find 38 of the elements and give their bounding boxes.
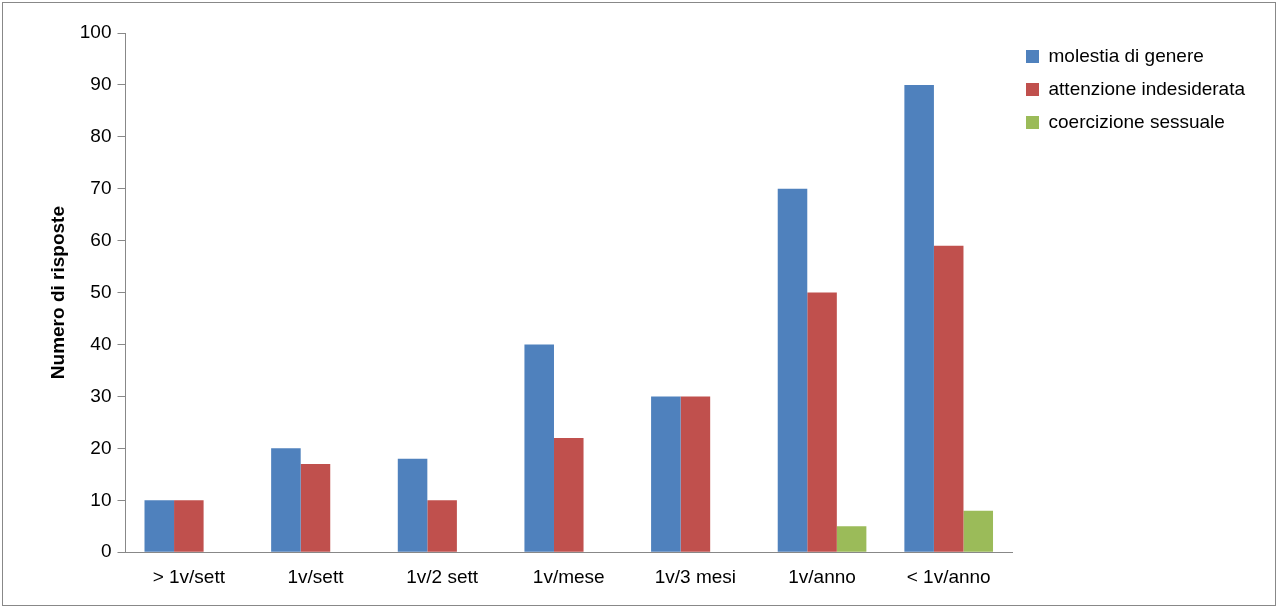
- y-tick-label: 80: [90, 125, 112, 147]
- legend-label: molestia di genere: [1048, 44, 1204, 66]
- bar: [553, 437, 584, 552]
- x-tick-label: < 1v/anno: [906, 565, 991, 587]
- legend-label: coercizione sessuale: [1048, 110, 1225, 132]
- bar: [397, 458, 428, 552]
- bar: [680, 396, 711, 552]
- bar: [651, 396, 681, 552]
- bar: [427, 500, 457, 552]
- y-tick-label: 20: [90, 436, 112, 458]
- x-tick-label: 1v/2 sett: [406, 565, 479, 587]
- y-axis-title: Numero di risposte: [46, 206, 68, 380]
- y-tick-label: 70: [90, 176, 112, 198]
- bar: [271, 448, 301, 552]
- y-tick-label: 10: [90, 488, 112, 510]
- bar: [933, 245, 964, 552]
- x-tick-label: 1v/anno: [788, 565, 856, 587]
- bar: [963, 510, 994, 552]
- bar: [524, 344, 554, 552]
- bar: [144, 500, 175, 552]
- bar: [807, 292, 837, 552]
- x-tick-label: > 1v/sett: [152, 565, 226, 587]
- x-tick-label: 1v/mese: [532, 565, 605, 587]
- bar: [904, 84, 934, 552]
- y-tick-label: 90: [90, 73, 112, 95]
- y-tick-label: 100: [79, 21, 112, 43]
- y-tick-label: 0: [100, 540, 112, 562]
- bar: [836, 526, 867, 552]
- y-tick-label: 30: [90, 384, 112, 406]
- y-tick-label: 40: [90, 332, 112, 354]
- x-tick-label: 1v/3 mesi: [654, 565, 737, 587]
- legend-label: attenzione indesiderata: [1048, 77, 1246, 99]
- bar: [300, 463, 331, 552]
- bar: [777, 188, 808, 552]
- y-tick-label: 60: [90, 228, 112, 250]
- x-tick-label: 1v/sett: [287, 565, 345, 587]
- bar: [174, 500, 204, 552]
- y-tick-label: 50: [90, 280, 112, 302]
